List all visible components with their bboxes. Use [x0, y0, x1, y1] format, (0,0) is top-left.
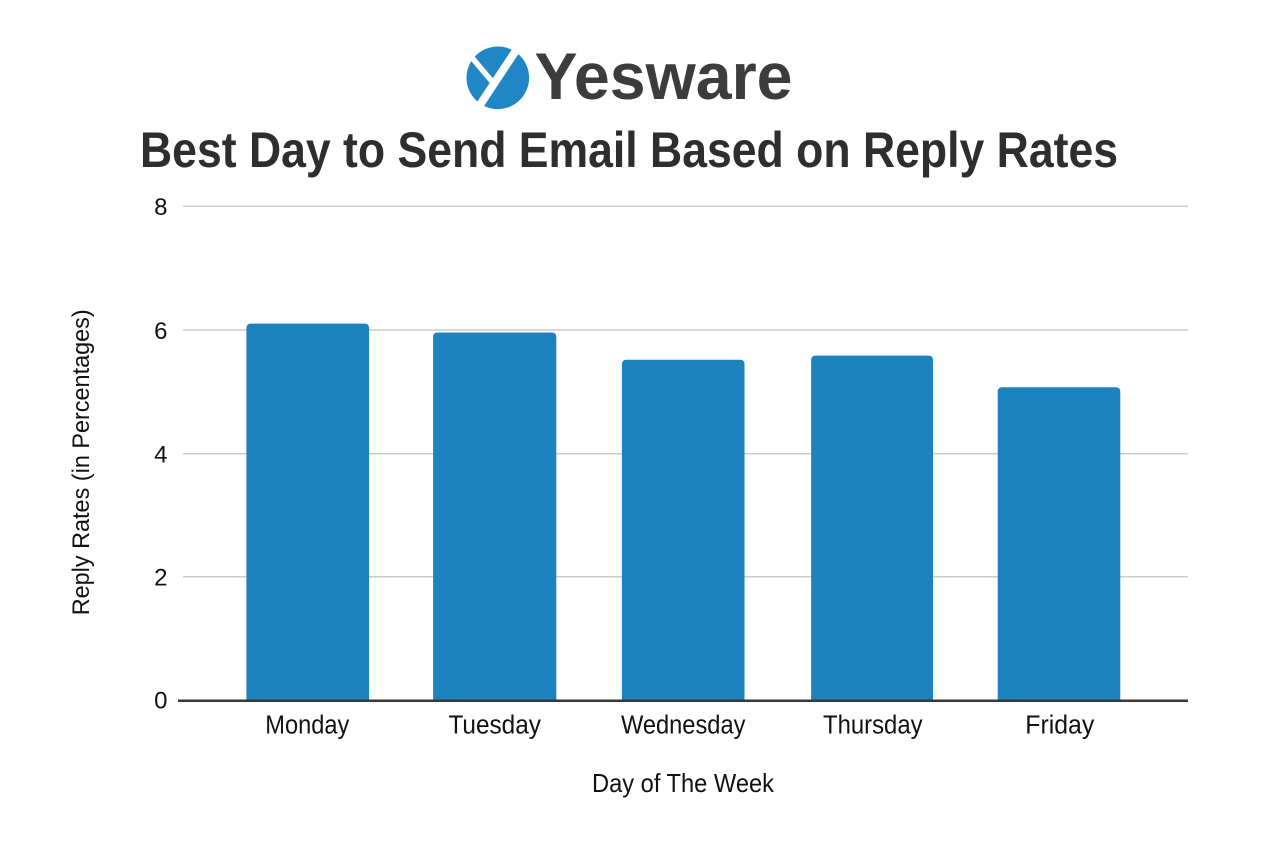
svg-text:Monday: Monday [265, 712, 349, 740]
svg-text:8: 8 [154, 194, 167, 221]
svg-text:Yesware: Yesware [535, 39, 793, 113]
svg-text:Friday: Friday [1025, 712, 1094, 740]
svg-text:6: 6 [154, 318, 167, 345]
svg-text:0: 0 [154, 687, 167, 714]
svg-text:Wednesday: Wednesday [621, 712, 746, 740]
svg-text:Reply Rates (in Percentages): Reply Rates (in Percentages) [68, 309, 95, 615]
svg-text:Best Day to Send Email Based o: Best Day to Send Email Based on Reply Ra… [140, 122, 1118, 178]
svg-text:2: 2 [154, 565, 167, 592]
svg-text:Tuesday: Tuesday [448, 712, 541, 740]
svg-text:Thursday: Thursday [823, 712, 923, 740]
svg-text:4: 4 [154, 442, 167, 469]
svg-text:Day of The Week: Day of The Week [592, 768, 775, 798]
